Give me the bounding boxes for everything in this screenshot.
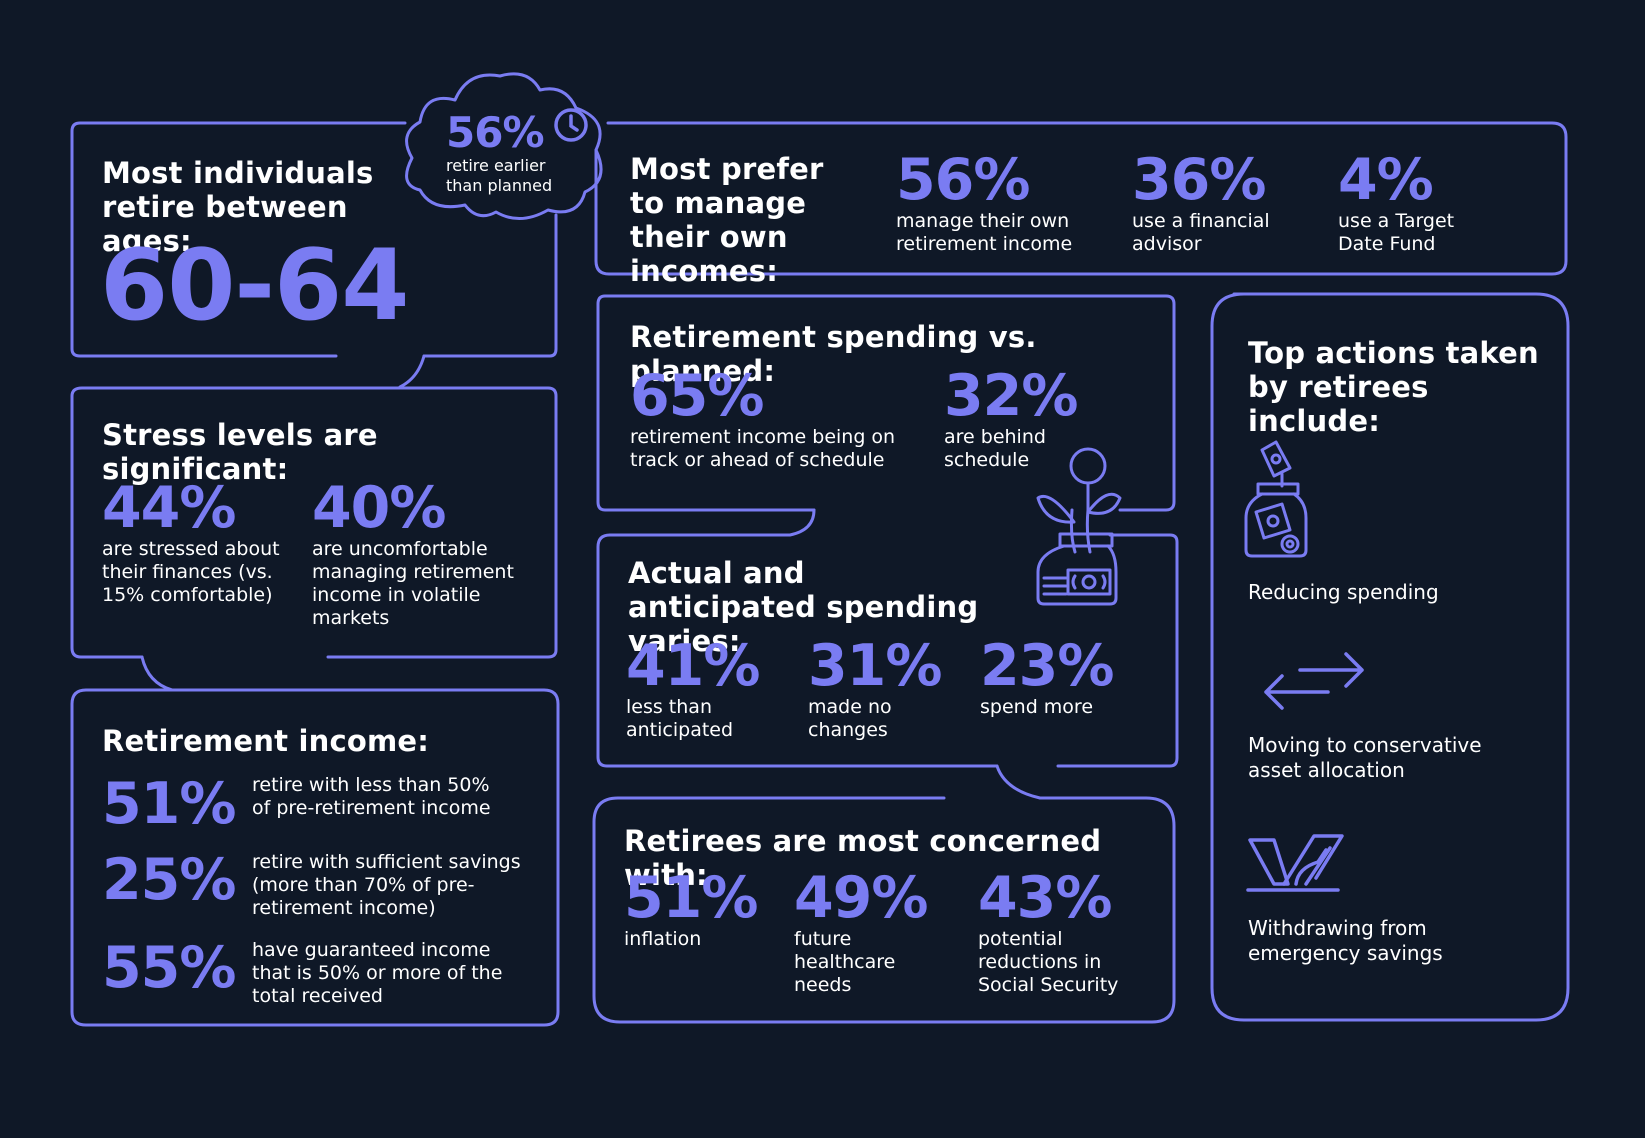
actions-title: Top actions taken by retirees include: (1248, 336, 1539, 438)
spending-stat-0: 65% retirement income being on track or … (630, 366, 920, 472)
stress-stat-value: 40% (312, 475, 446, 541)
clock-icon (554, 108, 588, 142)
income-stat-value: 55% (102, 935, 236, 1001)
varies-connector (995, 764, 1042, 800)
withdraw-icon (1246, 834, 1344, 892)
manage-stat-0: 56% manage their own retirement income (896, 150, 1096, 256)
earlier-value: 56% (446, 108, 545, 157)
earlier-stat: 56% retire earlier than planned (446, 110, 576, 196)
concerned-stat-text: inflation (624, 928, 702, 950)
manage-stat-value: 36% (1132, 147, 1266, 213)
stress-stat-value: 44% (102, 475, 236, 541)
arrows-icon (1264, 652, 1364, 710)
income-stat-value: 25% (102, 847, 236, 913)
spending-stat-value: 32% (944, 363, 1078, 429)
manage-stat-1: 36% use a financial advisor (1132, 150, 1302, 256)
action-label-conservative: Moving to conservative asset allocation (1248, 733, 1482, 782)
manage-stat-value: 56% (896, 147, 1030, 213)
varies-stat-text: made no changes (808, 696, 892, 741)
varies-stat-text: spend more (980, 696, 1094, 718)
concerned-stat-text: future healthcare needs (794, 928, 896, 996)
action-label-reducing: Reducing spending (1248, 580, 1439, 604)
income-stat-text: retire with less than 50% of pre-retirem… (252, 774, 491, 819)
varies-stat-1: 31% made no changes (808, 636, 958, 742)
ages-range: 60-64 (100, 229, 409, 343)
stress-title: Stress levels are significant: (102, 418, 378, 486)
ages-connector (398, 354, 426, 389)
manage-panel-outline (594, 121, 1568, 276)
concerned-stat-value: 51% (624, 865, 758, 931)
concerned-stat-2: 43% potential reductions in Social Secur… (978, 868, 1168, 997)
spending-title: Retirement spending vs. planned: (630, 320, 1037, 388)
varies-stat-value: 23% (980, 633, 1114, 699)
income-title: Retirement income: (102, 724, 430, 758)
varies-stat-text: less than anticipated (626, 696, 734, 741)
varies-panel-outline (596, 533, 1179, 768)
action-label-withdrawing: Withdrawing from emergency savings (1248, 916, 1443, 965)
ages-title: Most individuals retire between ages: (102, 156, 374, 258)
concerned-title: Retirees are most concerned with: (624, 824, 1102, 892)
income-stat-text: retire with sufficient savings (more tha… (252, 851, 521, 919)
varies-stat-2: 23% spend more (980, 636, 1140, 719)
money-jar-icon (1244, 440, 1308, 558)
stress-connector (140, 655, 174, 692)
concerned-stat-0: 51% inflation (624, 868, 784, 951)
income-stat-value: 51% (102, 771, 236, 837)
spending-connector (608, 508, 816, 537)
manage-stat-text: manage their own retirement income (896, 210, 1073, 255)
manage-stat-text: use a Target Date Fund (1338, 210, 1455, 255)
manage-stat-text: use a financial advisor (1132, 210, 1270, 255)
concerned-stat-value: 43% (978, 865, 1112, 931)
manage-stat-value: 4% (1338, 147, 1434, 213)
stress-stat-text: are uncomfortable managing retirement in… (312, 538, 514, 629)
plant-jar-icon (1036, 447, 1122, 606)
spending-stat-text: retirement income being on track or ahea… (630, 426, 896, 471)
spending-panel-outline (596, 294, 1176, 512)
varies-stat-0: 41% less than anticipated (626, 636, 786, 742)
spending-stat-1: 32% are behind schedule (944, 363, 1078, 472)
varies-title: Actual and anticipated spending varies: (628, 556, 979, 658)
concerned-stat-text: potential reductions in Social Security (978, 928, 1119, 996)
income-panel-outline (70, 688, 560, 1027)
concerned-stat-1: 49% future healthcare needs (794, 868, 964, 997)
stress-stat-1: 40% are uncomfortable managing retiremen… (312, 478, 532, 630)
actions-panel-outline (1210, 292, 1570, 1022)
manage-stat-2: 4% use a Target Date Fund (1338, 150, 1518, 256)
income-stat-text: have guaranteed income that is 50% or mo… (252, 939, 503, 1007)
varies-stat-value: 31% (808, 633, 942, 699)
concerned-stat-value: 49% (794, 865, 928, 931)
cloud-outline (405, 72, 603, 220)
stress-stat-0: 44% are stressed about their finances (v… (102, 478, 282, 607)
manage-title: Most prefer to manage their own incomes: (630, 152, 824, 288)
earlier-text: retire earlier than planned (446, 156, 553, 195)
varies-stat-value: 41% (626, 633, 760, 699)
ages-panel-outline (70, 121, 558, 358)
spending-stat-text: are behind schedule (944, 426, 1046, 471)
concerned-panel-outline (592, 796, 1176, 1024)
stress-stat-text: are stressed about their finances (vs. 1… (102, 538, 280, 606)
spending-stat-value: 65% (630, 363, 764, 429)
stress-panel-outline (70, 386, 558, 659)
